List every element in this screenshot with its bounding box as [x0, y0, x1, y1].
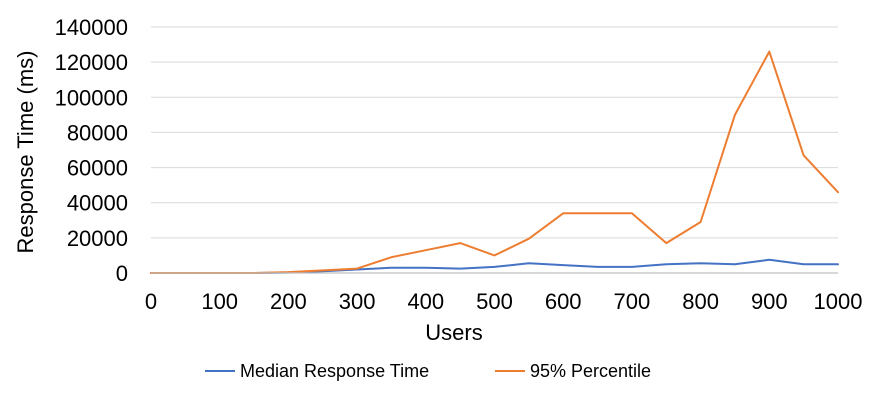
- legend-label-0: Median Response Time: [240, 361, 429, 381]
- legend-label-1: 95% Percentile: [530, 361, 651, 381]
- x-axis-label: Users: [425, 320, 482, 345]
- x-tick-label-7: 700: [614, 289, 651, 314]
- y-tick-label-6: 120000: [55, 50, 128, 75]
- series-lines: [150, 50, 839, 274]
- y-tick-label-2: 40000: [67, 191, 128, 216]
- y-tick-label-1: 20000: [67, 226, 128, 251]
- y-axis-label: Response Time (ms): [13, 51, 38, 254]
- y-tick-label-7: 140000: [55, 15, 128, 40]
- x-tick-label-0: 0: [145, 289, 157, 314]
- y-tick-label-5: 100000: [55, 85, 128, 110]
- x-tick-label-9: 900: [751, 289, 788, 314]
- x-tick-label-10: 1000: [814, 289, 863, 314]
- x-tick-label-5: 500: [476, 289, 513, 314]
- x-tick-label-4: 400: [407, 289, 444, 314]
- x-tick-label-2: 200: [270, 289, 307, 314]
- x-tick-labels: 0 100 200 300 400 500 600 700 800 900 1000: [145, 289, 863, 314]
- gridlines: [151, 26, 838, 239]
- y-tick-labels: 0 20000 40000 60000 80000 100000 120000 140000: [55, 15, 128, 286]
- legend: Median Response Time 95% Percentile: [205, 361, 651, 381]
- x-tick-label-6: 600: [545, 289, 582, 314]
- x-tick-label-1: 100: [201, 289, 238, 314]
- x-tick-label-3: 300: [339, 289, 376, 314]
- y-tick-label-4: 80000: [67, 120, 128, 145]
- series-line-1: [150, 50, 839, 274]
- series-line-0: [150, 258, 839, 274]
- x-tick-label-8: 800: [682, 289, 719, 314]
- y-tick-label-3: 60000: [67, 156, 128, 181]
- y-tick-label-0: 0: [116, 261, 128, 286]
